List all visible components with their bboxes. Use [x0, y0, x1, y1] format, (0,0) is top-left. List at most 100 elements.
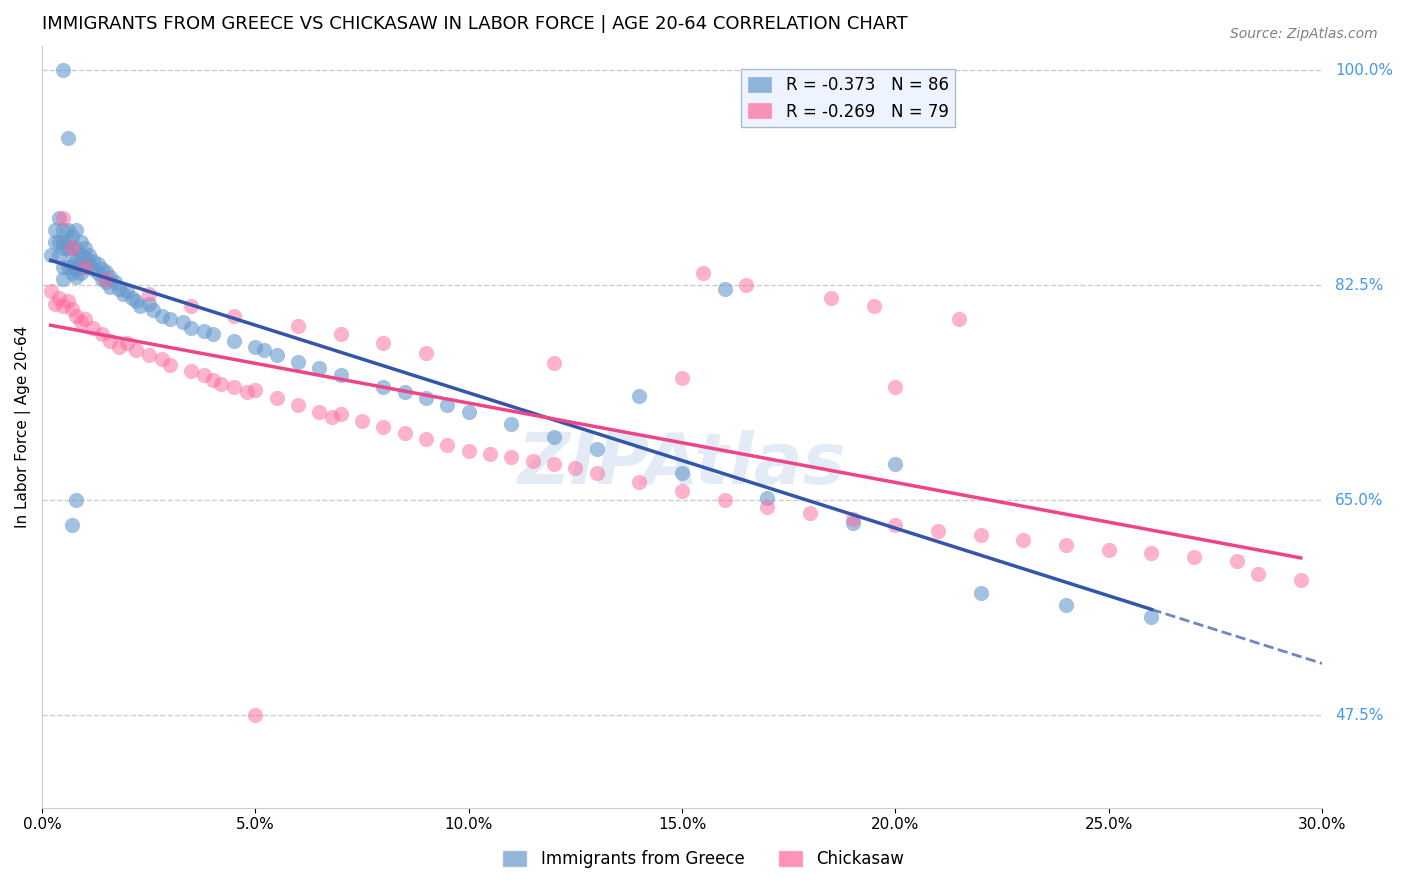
Point [104, 275, 127, 289]
Point [224, 380, 246, 394]
Point [436, 398, 458, 412]
Point [56, 260, 79, 274]
Point [970, 528, 993, 542]
Point [1247, 567, 1270, 582]
Point [44, 297, 66, 311]
Text: IMMIGRANTS FROM GREECE VS CHICKASAW IN LABOR FORCE | AGE 20-64 CORRELATION CHART: IMMIGRANTS FROM GREECE VS CHICKASAW IN L… [42, 15, 908, 33]
Point [82, 321, 104, 335]
Point [94, 275, 117, 289]
Point [671, 467, 693, 481]
Point [159, 358, 181, 372]
Point [266, 348, 288, 362]
Point [73, 311, 96, 326]
Point [73, 242, 96, 256]
Point [543, 429, 565, 443]
Point [352, 413, 374, 427]
Point [245, 383, 267, 397]
Point [245, 340, 267, 354]
Point [863, 299, 886, 313]
Point [628, 475, 651, 489]
Point [193, 368, 215, 382]
Point [457, 405, 479, 419]
Point [69, 257, 91, 271]
Text: Source: ZipAtlas.com: Source: ZipAtlas.com [1230, 27, 1378, 41]
Point [373, 419, 395, 434]
Point [671, 483, 693, 498]
Point [44, 223, 66, 237]
Point [65, 253, 87, 268]
Point [415, 346, 437, 360]
Point [308, 405, 330, 419]
Point [82, 253, 104, 268]
Point [543, 356, 565, 370]
Point [329, 327, 352, 342]
Point [108, 282, 131, 296]
Point [193, 324, 215, 338]
Point [60, 301, 83, 316]
Point [522, 454, 544, 468]
Point [394, 385, 416, 400]
Point [125, 294, 148, 309]
Point [884, 457, 907, 471]
Point [415, 392, 437, 406]
Point [1226, 554, 1249, 568]
Point [209, 376, 232, 391]
Point [236, 385, 259, 400]
Point [86, 257, 108, 271]
Point [39, 285, 62, 299]
Point [842, 516, 865, 530]
Point [48, 247, 70, 261]
Point [142, 302, 165, 317]
Point [820, 291, 842, 305]
Point [799, 506, 821, 520]
Point [1182, 549, 1205, 564]
Point [90, 272, 112, 286]
Point [69, 235, 91, 250]
Point [927, 524, 949, 538]
Point [48, 291, 70, 305]
Point [60, 266, 83, 280]
Point [117, 285, 139, 299]
Point [884, 380, 907, 394]
Point [100, 334, 122, 348]
Point [52, 242, 75, 256]
Point [842, 512, 865, 526]
Point [52, 211, 75, 225]
Y-axis label: In Labor Force | Age 20-64: In Labor Force | Age 20-64 [15, 326, 31, 528]
Point [756, 491, 779, 505]
Point [1140, 610, 1163, 624]
Point [970, 585, 993, 599]
Point [65, 242, 87, 256]
Text: ZIPAtlas: ZIPAtlas [517, 430, 846, 500]
Point [253, 343, 276, 358]
Point [56, 242, 79, 256]
Point [65, 493, 87, 508]
Point [224, 309, 246, 323]
Point [94, 272, 117, 286]
Point [138, 297, 160, 311]
Point [65, 309, 87, 323]
Point [65, 223, 87, 237]
Point [180, 364, 202, 378]
Point [884, 518, 907, 533]
Point [266, 392, 288, 406]
Point [1054, 538, 1077, 552]
Point [150, 309, 173, 323]
Point [112, 287, 135, 301]
Point [117, 336, 139, 351]
Point [948, 311, 970, 326]
Point [1054, 598, 1077, 612]
Point [90, 327, 112, 342]
Point [69, 247, 91, 261]
Point [56, 223, 79, 237]
Point [52, 223, 75, 237]
Point [671, 370, 693, 384]
Point [159, 311, 181, 326]
Point [52, 235, 75, 250]
Point [77, 256, 100, 270]
Point [48, 235, 70, 250]
Point [735, 278, 758, 293]
Point [60, 518, 83, 533]
Point [48, 211, 70, 225]
Point [245, 708, 267, 723]
